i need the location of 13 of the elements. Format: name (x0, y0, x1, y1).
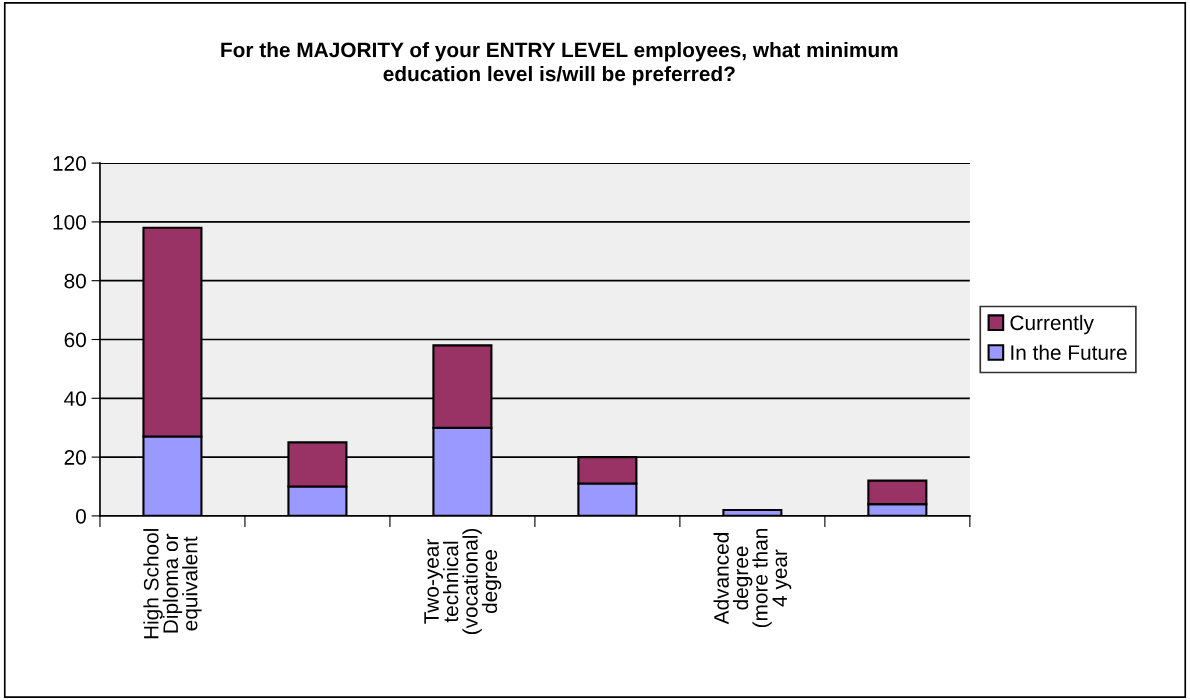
legend-label: In the Future (1011, 344, 1127, 361)
y-tick-label: 60 (64, 332, 86, 348)
y-tick-label: 0 (75, 508, 86, 524)
chart-title: For the MAJORITY of your ENTRY LEVEL employees, what minimum education level is/will be preferred? (221, 42, 898, 86)
legend-label: Currently (1010, 314, 1094, 335)
y-tick-label: 40 (64, 391, 86, 407)
y-tick-label: 100 (53, 214, 86, 230)
y-tick-label: 120 (53, 156, 86, 171)
x-tick-label: Advanced degree (more than 4 year (713, 529, 792, 628)
y-tick-label: 80 (64, 273, 86, 289)
x-tick-label: High School Diploma or equivalent (143, 529, 202, 639)
y-tick-label: 20 (64, 450, 86, 465)
x-tick-label: Two-year technical (vocational) degree (424, 528, 502, 635)
